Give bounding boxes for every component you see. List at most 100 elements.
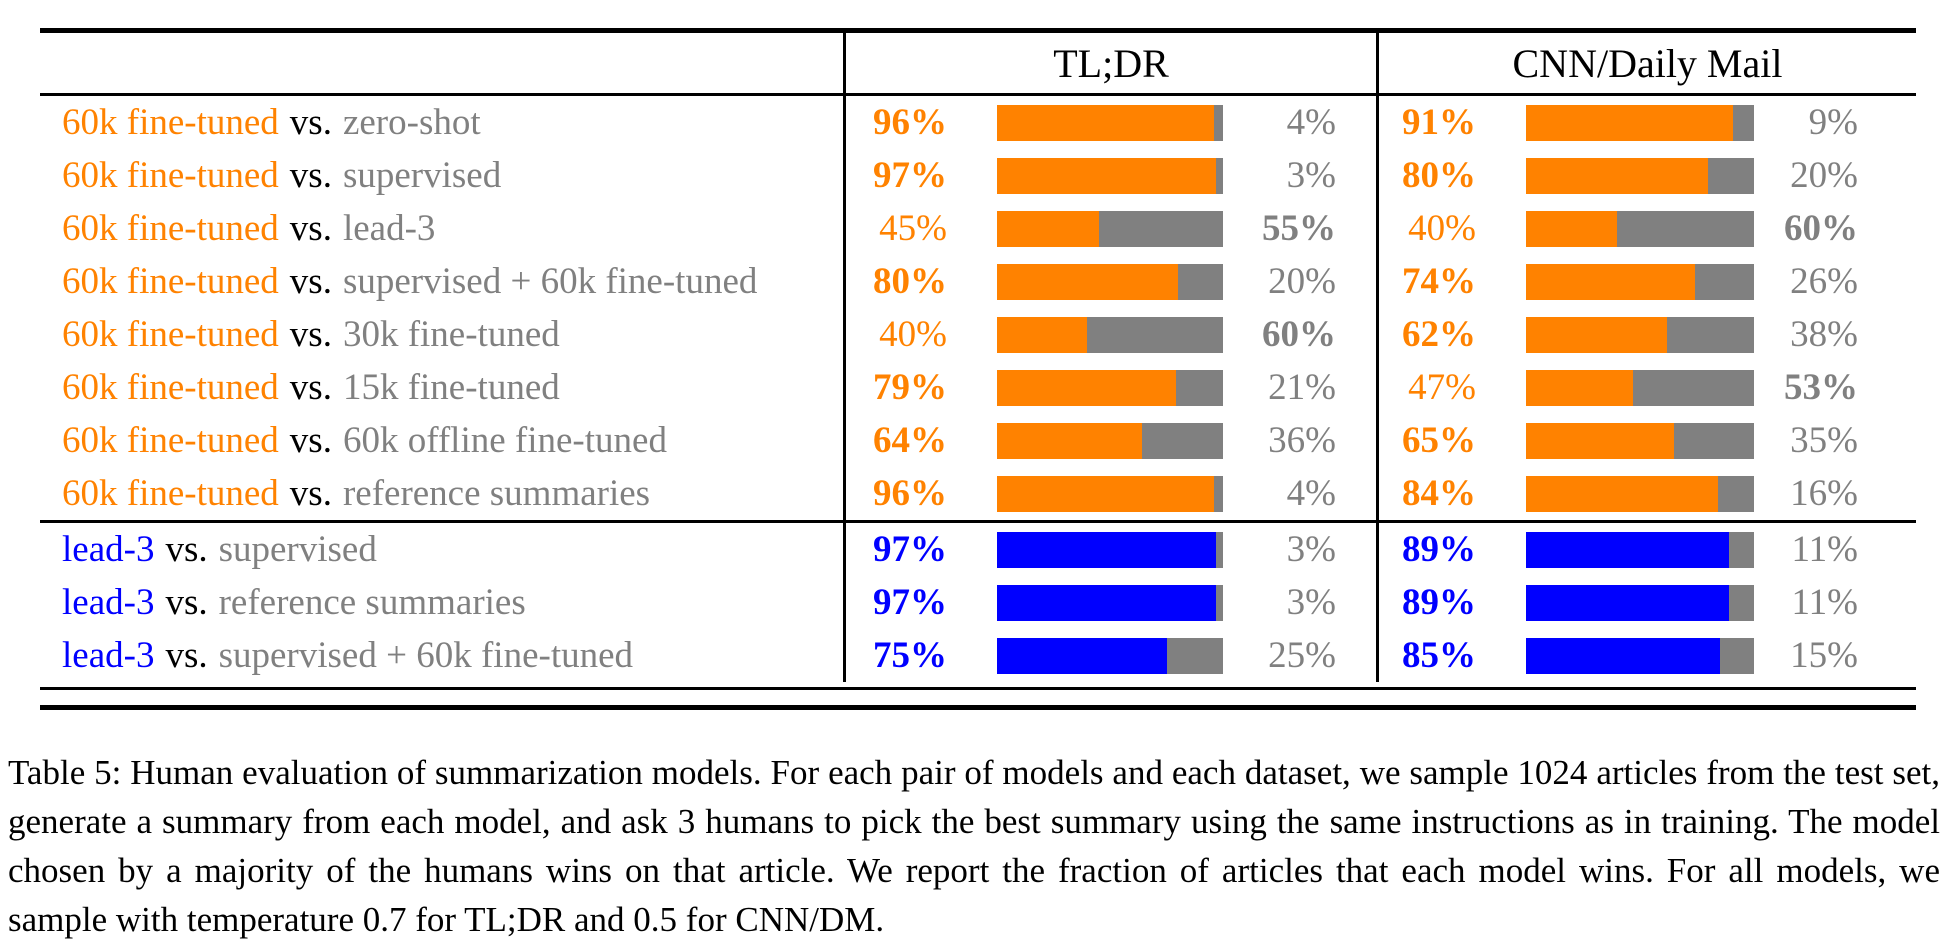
row-left-model: 60k fine-tuned — [62, 102, 279, 143]
tldr-lose-percent: 4% — [1286, 473, 1336, 514]
tldr-bar — [997, 104, 1223, 141]
cnndm-cell: 74% 26% — [1376, 255, 1916, 308]
cnndm-cell: 89% 11% — [1376, 576, 1916, 629]
row-right-model: reference summaries — [218, 582, 526, 623]
tldr-lose-percent: 36% — [1268, 420, 1336, 461]
tldr-bar — [997, 584, 1223, 621]
row-vs-label: vs. — [289, 420, 332, 461]
section-60k-finetuned: 60k fine-tuned vs. zero-shot 96% 4% 91% … — [40, 96, 1916, 520]
cnndm-win-percent: 89% — [1402, 529, 1476, 570]
row-left-model: 60k fine-tuned — [62, 261, 279, 302]
row-left-model: lead-3 — [62, 635, 155, 676]
header-dataset-tldr: TL;DR — [843, 33, 1376, 93]
cnndm-bar-fill — [1526, 104, 1734, 141]
bottom-rule-gap — [40, 690, 1916, 705]
row-right-model: reference summaries — [342, 473, 651, 514]
cnndm-bar-fill — [1526, 210, 1618, 247]
cnndm-lose-percent: 20% — [1790, 155, 1858, 196]
tldr-cell: 97% 3% — [843, 576, 1376, 629]
row-vs-label: vs. — [289, 367, 332, 408]
row-vs-label: vs. — [289, 314, 332, 355]
tldr-lose-percent: 3% — [1286, 582, 1336, 623]
row-vs-label: vs. — [289, 261, 332, 302]
cnndm-lose-percent: 15% — [1790, 635, 1858, 676]
table-row: 60k fine-tuned vs. 15k fine-tuned 79% 21… — [40, 361, 1916, 414]
row-right-model: 30k fine-tuned — [342, 314, 560, 355]
cnndm-bar — [1526, 369, 1754, 406]
tldr-cell: 97% 3% — [843, 149, 1376, 202]
cnndm-win-percent: 74% — [1402, 261, 1476, 302]
tldr-bar-fill — [997, 531, 1217, 568]
tldr-cell: 79% 21% — [843, 361, 1376, 414]
tldr-bar — [997, 157, 1223, 194]
table-row: 60k fine-tuned vs. 60k offline fine-tune… — [40, 414, 1916, 467]
tldr-cell: 45% 55% — [843, 202, 1376, 255]
table-row: 60k fine-tuned vs. supervised 97% 3% 80%… — [40, 149, 1916, 202]
row-label: 60k fine-tuned vs. reference summaries — [40, 467, 843, 520]
row-vs-label: vs. — [165, 582, 208, 623]
tldr-bar — [997, 637, 1223, 674]
row-left-model: 60k fine-tuned — [62, 420, 279, 461]
cnndm-bar — [1526, 104, 1754, 141]
cnndm-win-percent: 62% — [1402, 314, 1476, 355]
tldr-win-percent: 80% — [873, 261, 947, 302]
tldr-win-percent: 75% — [873, 635, 947, 676]
header-dataset-cnndm: CNN/Daily Mail — [1376, 33, 1916, 93]
cnndm-win-percent: 80% — [1402, 155, 1476, 196]
row-label: 60k fine-tuned vs. supervised + 60k fine… — [40, 255, 843, 308]
table-header-row: TL;DR CNN/Daily Mail — [40, 33, 1916, 93]
table-row: 60k fine-tuned vs. zero-shot 96% 4% 91% … — [40, 96, 1916, 149]
tldr-cell: 64% 36% — [843, 414, 1376, 467]
row-right-model: supervised — [342, 155, 502, 196]
tldr-win-percent: 97% — [873, 582, 947, 623]
row-left-model: 60k fine-tuned — [62, 473, 279, 514]
row-right-model: 15k fine-tuned — [342, 367, 560, 408]
tldr-bar-fill — [997, 316, 1088, 353]
cnndm-bar — [1526, 263, 1754, 300]
tldr-bar-fill — [997, 263, 1178, 300]
tldr-lose-percent: 4% — [1286, 102, 1336, 143]
cnndm-bar-fill — [1526, 637, 1720, 674]
tldr-bar — [997, 475, 1223, 512]
cnndm-bar — [1526, 210, 1754, 247]
cnndm-bar — [1526, 584, 1754, 621]
cnndm-bar-fill — [1526, 369, 1634, 406]
row-left-model: 60k fine-tuned — [62, 314, 279, 355]
cnndm-bar-fill — [1526, 316, 1668, 353]
cnndm-cell: 89% 11% — [1376, 523, 1916, 576]
results-table: TL;DR CNN/Daily Mail 60k fine-tuned vs. … — [40, 28, 1916, 710]
row-left-model: 60k fine-tuned — [62, 367, 279, 408]
row-label: 60k fine-tuned vs. 60k offline fine-tune… — [40, 414, 843, 467]
tldr-bar-fill — [997, 104, 1214, 141]
row-label: 60k fine-tuned vs. 30k fine-tuned — [40, 308, 843, 361]
tldr-cell: 75% 25% — [843, 629, 1376, 682]
cnndm-cell: 62% 38% — [1376, 308, 1916, 361]
tldr-bar-fill — [997, 369, 1176, 406]
tldr-cell: 40% 60% — [843, 308, 1376, 361]
tldr-win-percent: 45% — [879, 208, 947, 249]
table-row: 60k fine-tuned vs. supervised + 60k fine… — [40, 255, 1916, 308]
row-right-model: 60k offline fine-tuned — [342, 420, 667, 461]
tldr-bar-fill — [997, 584, 1217, 621]
row-label: 60k fine-tuned vs. 15k fine-tuned — [40, 361, 843, 414]
cnndm-bar — [1526, 475, 1754, 512]
cnndm-bar-fill — [1526, 157, 1709, 194]
cnndm-bar-fill — [1526, 584, 1729, 621]
cnndm-cell: 47% 53% — [1376, 361, 1916, 414]
tldr-cell: 80% 20% — [843, 255, 1376, 308]
row-label: lead-3 vs. reference summaries — [40, 576, 843, 629]
table-row: 60k fine-tuned vs. lead-3 45% 55% 40% 60… — [40, 202, 1916, 255]
tldr-bar-fill — [997, 637, 1167, 674]
cnndm-cell: 84% 16% — [1376, 467, 1916, 520]
cnndm-cell: 85% 15% — [1376, 629, 1916, 682]
table-row: 60k fine-tuned vs. 30k fine-tuned 40% 60… — [40, 308, 1916, 361]
tldr-bar-fill — [997, 475, 1214, 512]
tldr-cell: 97% 3% — [843, 523, 1376, 576]
tldr-win-percent: 96% — [873, 102, 947, 143]
header-label-spacer — [40, 33, 843, 93]
tldr-lose-percent: 55% — [1262, 208, 1336, 249]
cnndm-bar-fill — [1526, 263, 1695, 300]
tldr-bar-fill — [997, 422, 1142, 459]
cnndm-win-percent: 89% — [1402, 582, 1476, 623]
cnndm-bar — [1526, 316, 1754, 353]
